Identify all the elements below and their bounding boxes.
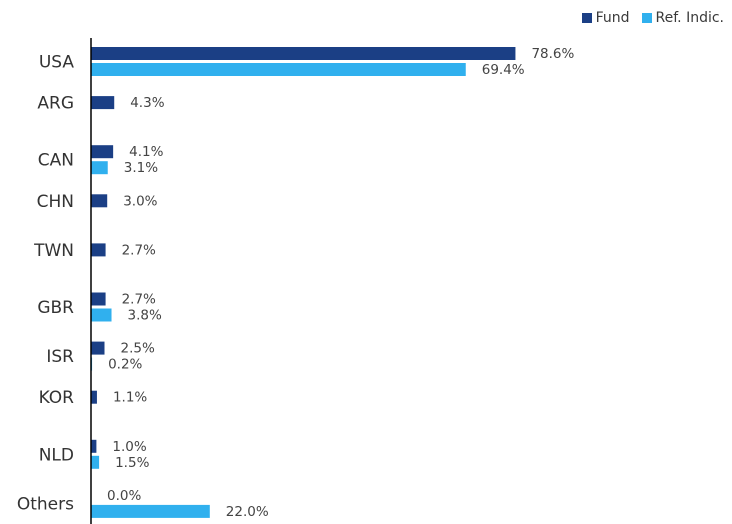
legend-label-ref-indic: Ref. Indic. [655,10,724,26]
fund-value-label: 3.0% [123,193,157,209]
category-label: NLD [39,445,74,465]
category-label: CHN [37,192,74,212]
fund-value-label: 2.7% [122,242,156,258]
ref-indic-bar [91,63,466,76]
fund-value-label: 2.5% [121,341,155,357]
fund-bar [91,145,114,159]
ref-indic-bar [91,455,100,469]
ref-indic-bar [91,504,210,518]
category-label: ARG [37,94,74,114]
ref-indic-value-label: 1.5% [115,455,149,471]
ref-indic-value-label: 22.0% [226,504,269,520]
category-label: GBR [37,298,74,318]
fund-value-label: 4.3% [130,95,164,111]
category-label: ISR [46,347,74,367]
fund-bar [91,194,108,208]
fund-bar [91,341,105,355]
legend-item-fund: Fund [581,10,630,26]
fund-value-label: 78.6% [531,46,574,62]
category-label: KOR [39,388,75,408]
fund-bar [91,439,97,453]
legend: Fund Ref. Indic. [581,10,724,26]
ref-indic-value-label: 69.4% [482,62,525,78]
fund-bar [91,96,115,110]
ref-indic-value-label: 0.2% [108,357,142,373]
ref-indic-value-label: 3.8% [128,308,162,324]
fund-value-label: 1.0% [112,439,146,455]
fund-bar [91,292,106,306]
fund-value-label: 0.0% [107,488,141,504]
fund-bar [91,390,97,404]
legend-swatch-fund [581,13,592,23]
legend-label-fund: Fund [595,10,630,26]
fund-bar [91,47,516,60]
category-label: CAN [38,151,74,171]
fund-value-label: 4.1% [129,144,163,160]
category-label: Others [17,494,74,514]
fund-value-label: 2.7% [122,292,156,308]
category-label: TWN [33,241,74,261]
ref-indic-value-label: 3.1% [124,160,158,176]
legend-item-ref-indic: Ref. Indic. [641,10,724,26]
ref-indic-bar [91,161,108,175]
ref-indic-bar [91,308,112,322]
legend-swatch-ref-indic [641,13,652,23]
category-label: USA [39,53,75,73]
fund-bar [91,243,106,257]
fund-value-label: 1.1% [113,390,147,406]
